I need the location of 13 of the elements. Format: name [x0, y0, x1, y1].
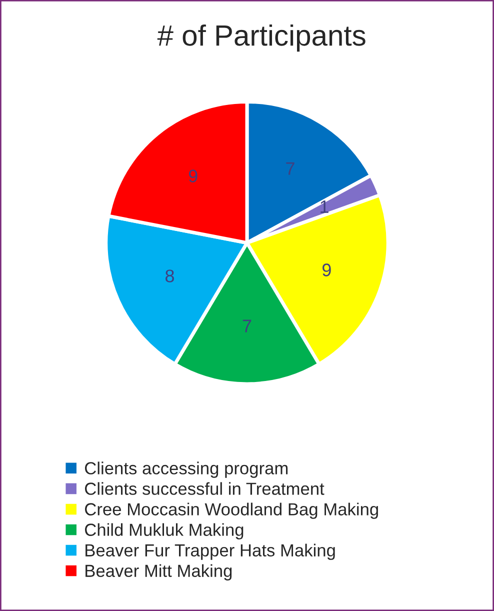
data-label: 8 — [166, 270, 174, 282]
data-label: 9 — [188, 170, 198, 182]
legend-label: Child Mukluk Making — [85, 523, 244, 540]
legend-label: Cree Moccasin Woodland Bag Making — [85, 502, 378, 519]
legend-label: Clients accessing program — [85, 462, 288, 478]
data-label: 1 — [320, 200, 328, 213]
legend-label: Clients successful in Treatment — [85, 482, 324, 495]
chart-title: # of Participants — [157, 24, 366, 52]
data-label: 7 — [286, 162, 294, 175]
data-label: 9 — [322, 264, 331, 276]
legend-label: Beaver Fur Trapper Hats Making — [86, 544, 335, 560]
legend-label: Beaver Mitt Making — [86, 564, 232, 580]
data-label: 7 — [242, 320, 252, 332]
